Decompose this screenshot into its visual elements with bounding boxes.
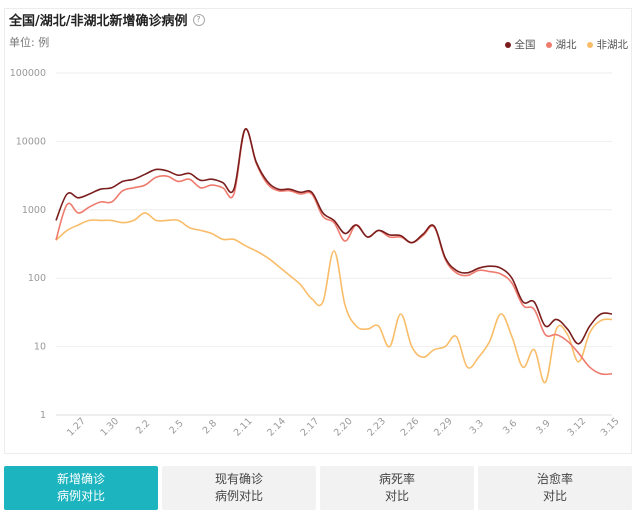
x-tick-label: 3.9 bbox=[534, 418, 552, 436]
x-tick-label: 2.23 bbox=[365, 416, 388, 439]
series-line-national bbox=[55, 128, 613, 345]
x-tick-label: 2.26 bbox=[399, 416, 422, 439]
tab-new-confirmed-line1: 新增确诊 bbox=[56, 472, 105, 486]
tab-fatality-rate-line2: 对比 bbox=[384, 489, 409, 503]
tab-fatality-rate-line1: 病死率 bbox=[378, 472, 415, 486]
x-tick-label: 3.6 bbox=[501, 418, 519, 436]
x-tick-label: 2.11 bbox=[232, 416, 255, 439]
legend-item-hubei[interactable]: 湖北 bbox=[545, 37, 577, 52]
y-tick-label: 1 bbox=[40, 410, 46, 421]
legend-item-non-hubei[interactable]: 非湖北 bbox=[586, 37, 629, 52]
legend-label-non-hubei: 非湖北 bbox=[596, 39, 629, 51]
x-tick-label: 2.29 bbox=[432, 416, 455, 439]
x-tick-label: 2.2 bbox=[134, 418, 152, 436]
legend-dot-non-hubei bbox=[586, 41, 593, 48]
tab-cure-rate-line2: 对比 bbox=[542, 489, 567, 503]
legend-dot-hubei bbox=[545, 41, 552, 48]
y-tick-label: 100 bbox=[28, 273, 46, 284]
line-chart: 1 10 100 1000 10000 100000 1.27 1.30 2.2 2.5 2.8 2.… bbox=[10, 68, 622, 439]
chart-card bbox=[4, 8, 632, 454]
legend-dot-national bbox=[504, 41, 511, 48]
tab-cure-rate-line1: 治愈率 bbox=[536, 472, 573, 486]
chart-title: 全国/湖北/非湖北新增确诊病例 bbox=[9, 14, 188, 29]
x-tick-label: 2.8 bbox=[201, 418, 219, 436]
y-tick-label: 1000 bbox=[22, 205, 46, 216]
y-tick-label: 10 bbox=[34, 342, 46, 353]
series-line-hubei bbox=[55, 128, 613, 376]
comparison-tabs: 新增确诊 病例对比 现有确诊 病例对比 病死率 对比 治愈率 对比 bbox=[4, 466, 632, 510]
x-tick-label: 3.3 bbox=[468, 418, 486, 436]
tab-current-confirmed[interactable]: 现有确诊 病例对比 bbox=[162, 466, 316, 510]
x-tick-label: 1.27 bbox=[65, 416, 88, 439]
legend-label-hubei: 湖北 bbox=[555, 39, 577, 51]
tab-fatality-rate[interactable]: 病死率 对比 bbox=[320, 466, 474, 510]
chart-header: 全国/湖北/非湖北新增确诊病例 ? bbox=[9, 10, 205, 29]
legend-label-national: 全国 bbox=[514, 39, 536, 51]
x-tick-label: 2.20 bbox=[332, 416, 355, 439]
x-tick-label: 3.12 bbox=[566, 416, 589, 439]
tab-cure-rate[interactable]: 治愈率 对比 bbox=[478, 466, 632, 510]
x-tick-label: 1.30 bbox=[98, 416, 121, 439]
x-tick-label: 2.14 bbox=[265, 416, 288, 439]
chart-legend: 全国 湖北 非湖北 bbox=[504, 37, 629, 52]
tab-current-confirmed-line2: 病例对比 bbox=[214, 489, 263, 503]
tab-current-confirmed-line1: 现有确诊 bbox=[214, 472, 263, 486]
x-tick-label: 3.15 bbox=[599, 416, 622, 439]
series-line-non-hubei bbox=[55, 212, 613, 384]
unit-label: 单位: 例 bbox=[9, 36, 50, 49]
y-tick-label: 10000 bbox=[16, 136, 46, 147]
help-icon[interactable]: ? bbox=[192, 13, 205, 26]
x-tick-label: 2.5 bbox=[167, 418, 185, 436]
tab-new-confirmed-line2: 病例对比 bbox=[56, 489, 105, 503]
tab-new-confirmed[interactable]: 新增确诊 病例对比 bbox=[4, 466, 158, 510]
legend-item-national[interactable]: 全国 bbox=[504, 37, 536, 52]
y-tick-label: 100000 bbox=[10, 68, 46, 79]
x-tick-label: 2.17 bbox=[299, 416, 322, 439]
